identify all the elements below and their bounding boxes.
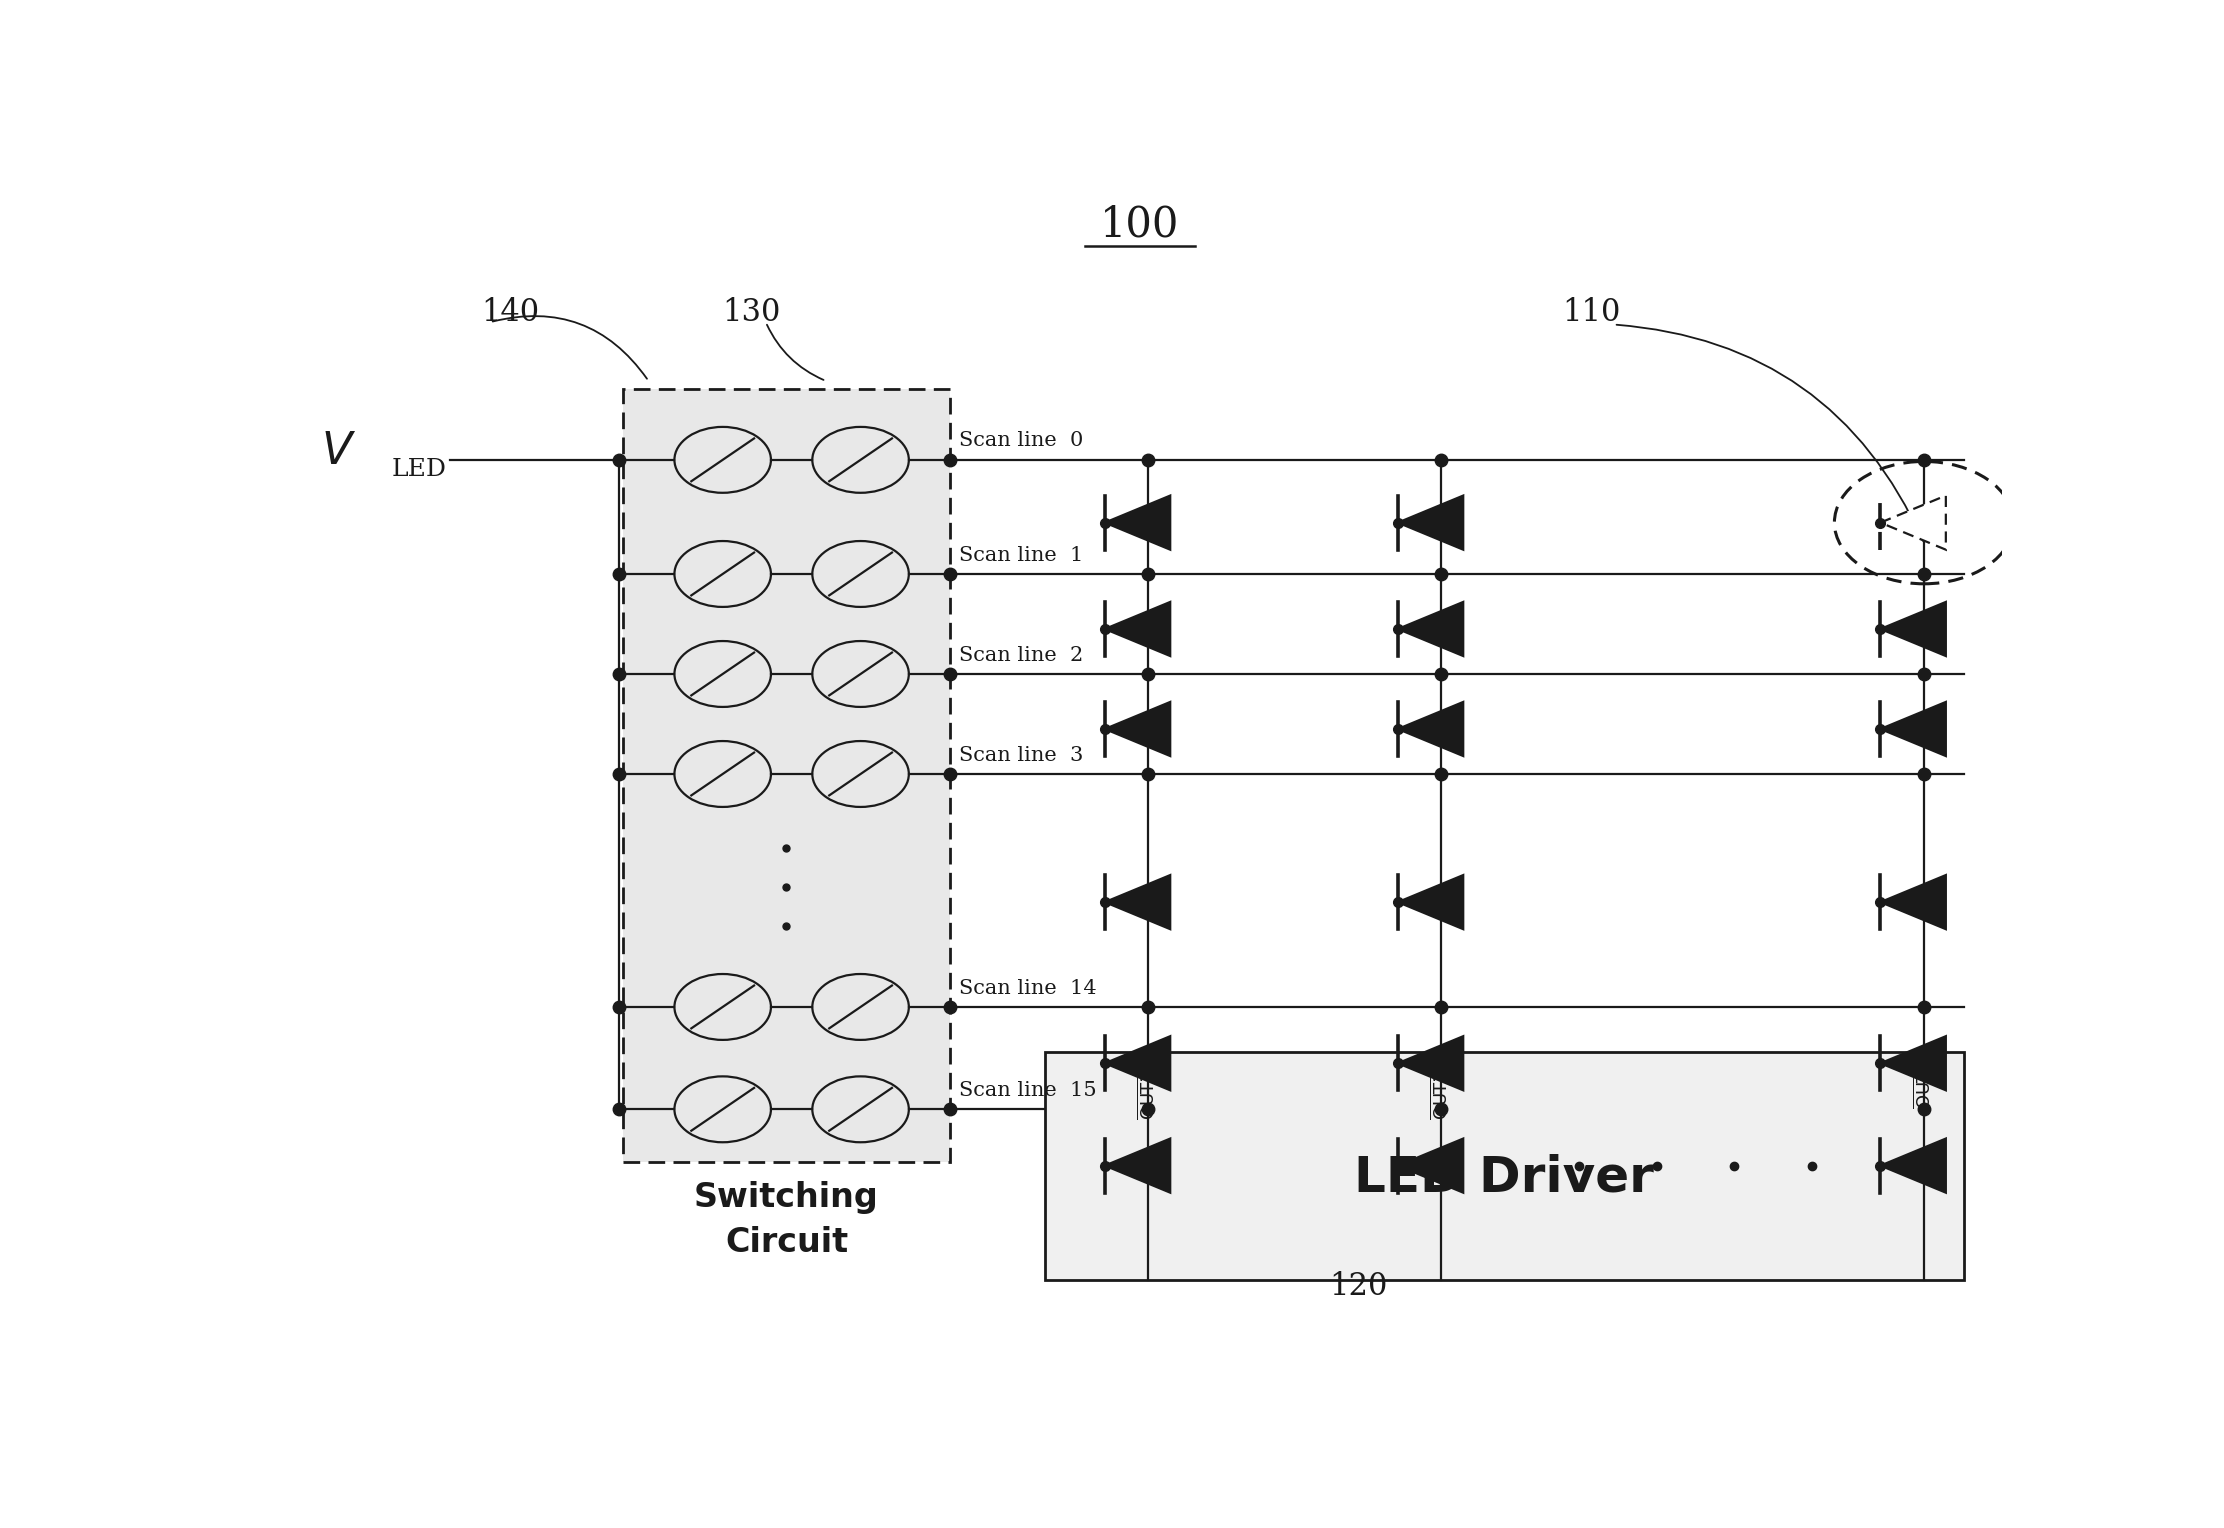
- Polygon shape: [1105, 876, 1170, 929]
- Text: 130: 130: [723, 298, 781, 329]
- Polygon shape: [1882, 1036, 1946, 1091]
- Text: $\overline{\rm OUT15}$: $\overline{\rm OUT15}$: [1139, 1057, 1159, 1120]
- Text: Switching: Switching: [694, 1181, 878, 1215]
- Polygon shape: [1399, 495, 1463, 550]
- Text: $V$: $V$: [320, 429, 356, 474]
- Bar: [1045, 1051, 1964, 1280]
- Polygon shape: [1399, 876, 1463, 929]
- Polygon shape: [1399, 1138, 1463, 1193]
- Text: Scan line  2: Scan line 2: [959, 645, 1083, 665]
- Polygon shape: [1882, 495, 1946, 550]
- Bar: [623, 390, 950, 1163]
- Text: LED Driver: LED Driver: [1354, 1154, 1655, 1201]
- Polygon shape: [1105, 602, 1170, 656]
- Polygon shape: [1882, 876, 1946, 929]
- Text: LED: LED: [391, 458, 447, 481]
- Text: Scan line  1: Scan line 1: [959, 545, 1083, 564]
- Text: $\overline{\rm OUT0}$: $\overline{\rm OUT0}$: [1913, 1057, 1935, 1109]
- Polygon shape: [1105, 1036, 1170, 1091]
- Text: Circuit: Circuit: [725, 1225, 847, 1259]
- Text: Scan line  3: Scan line 3: [959, 746, 1083, 764]
- Text: Scan line  14: Scan line 14: [959, 978, 1096, 998]
- Polygon shape: [1105, 701, 1170, 756]
- Polygon shape: [1882, 701, 1946, 756]
- Text: 140: 140: [480, 298, 540, 329]
- Polygon shape: [1105, 495, 1170, 550]
- Polygon shape: [1882, 1138, 1946, 1193]
- Text: Scan line  0: Scan line 0: [959, 431, 1083, 451]
- Text: 110: 110: [1561, 298, 1621, 329]
- Text: 100: 100: [1101, 203, 1179, 246]
- Polygon shape: [1399, 701, 1463, 756]
- Text: $\overline{\rm OUT14}$: $\overline{\rm OUT14}$: [1430, 1057, 1452, 1120]
- Polygon shape: [1882, 602, 1946, 656]
- Polygon shape: [1399, 1036, 1463, 1091]
- Polygon shape: [1399, 602, 1463, 656]
- Polygon shape: [1105, 1138, 1170, 1193]
- Text: 120: 120: [1330, 1271, 1388, 1302]
- Bar: [623, 390, 950, 1163]
- Text: Scan line  15: Scan line 15: [959, 1080, 1096, 1100]
